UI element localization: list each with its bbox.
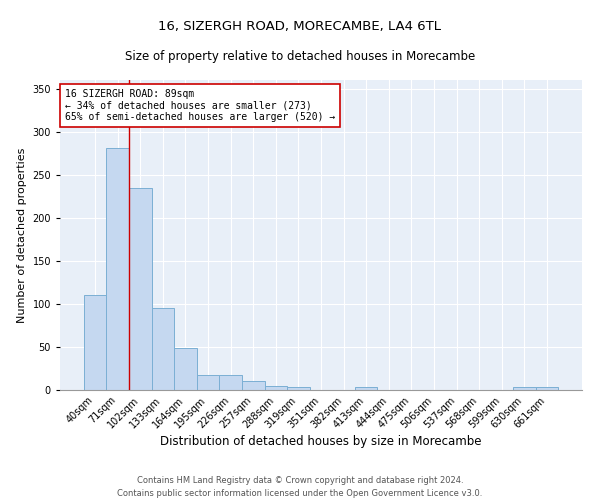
Bar: [152, 308, 174, 390]
Bar: [536, 388, 558, 390]
Bar: [84, 296, 106, 390]
Text: 16 SIZERGH ROAD: 89sqm
← 34% of detached houses are smaller (273)
65% of semi-de: 16 SIZERGH ROAD: 89sqm ← 34% of detached…: [65, 90, 335, 122]
Bar: [265, 386, 287, 390]
Bar: [106, 148, 129, 390]
Bar: [513, 388, 536, 390]
Bar: [174, 348, 197, 390]
Text: Contains HM Land Registry data © Crown copyright and database right 2024.
Contai: Contains HM Land Registry data © Crown c…: [118, 476, 482, 498]
Bar: [129, 188, 152, 390]
Bar: [197, 374, 220, 390]
Bar: [242, 380, 265, 390]
Text: Size of property relative to detached houses in Morecambe: Size of property relative to detached ho…: [125, 50, 475, 63]
Y-axis label: Number of detached properties: Number of detached properties: [17, 148, 27, 322]
Text: 16, SIZERGH ROAD, MORECAMBE, LA4 6TL: 16, SIZERGH ROAD, MORECAMBE, LA4 6TL: [158, 20, 442, 33]
X-axis label: Distribution of detached houses by size in Morecambe: Distribution of detached houses by size …: [160, 436, 482, 448]
Bar: [287, 388, 310, 390]
Bar: [355, 386, 377, 390]
Bar: [220, 374, 242, 390]
